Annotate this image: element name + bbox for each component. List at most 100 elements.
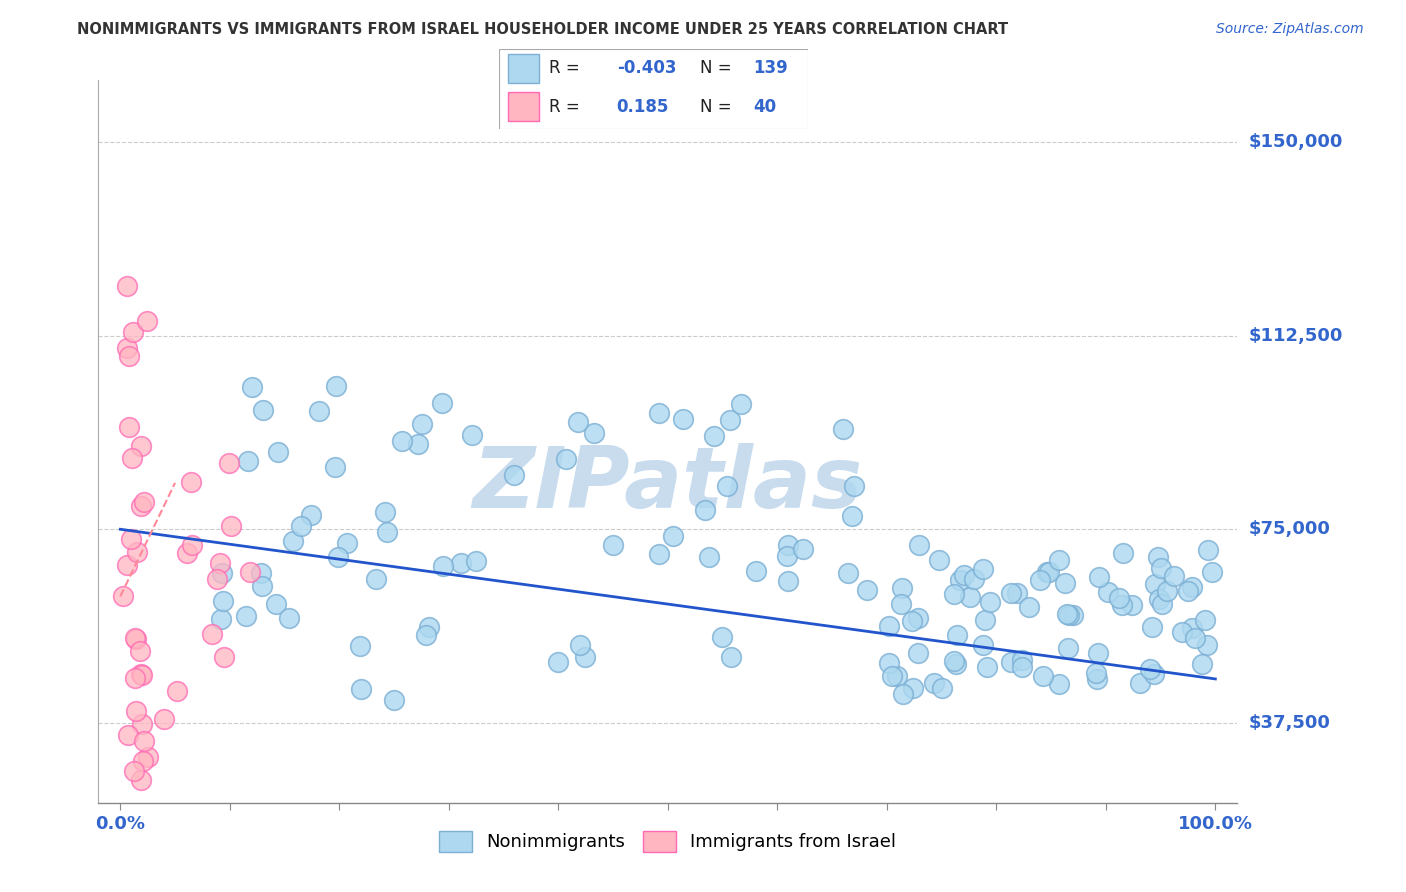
Point bbox=[1057, 641, 1080, 656]
FancyBboxPatch shape bbox=[499, 49, 808, 129]
Point bbox=[907, 539, 929, 553]
Point bbox=[264, 597, 287, 611]
Point bbox=[1181, 581, 1204, 595]
Text: $150,000: $150,000 bbox=[1249, 133, 1343, 152]
Text: R =: R = bbox=[548, 98, 579, 116]
Point bbox=[716, 479, 738, 493]
Point bbox=[1194, 613, 1216, 627]
Point bbox=[1143, 667, 1166, 681]
Point bbox=[1150, 597, 1173, 611]
Point bbox=[411, 417, 433, 432]
Point bbox=[131, 668, 153, 682]
Point bbox=[117, 728, 139, 742]
Point bbox=[131, 716, 153, 731]
Point bbox=[415, 627, 437, 641]
Point bbox=[1057, 608, 1080, 623]
Point bbox=[129, 644, 152, 658]
Point bbox=[1201, 566, 1223, 580]
Point bbox=[461, 427, 484, 442]
Point bbox=[1036, 565, 1059, 579]
Point bbox=[672, 412, 695, 426]
Point bbox=[703, 429, 725, 443]
Point bbox=[1195, 638, 1218, 652]
Point bbox=[945, 657, 967, 671]
Point bbox=[1085, 672, 1108, 686]
Point bbox=[406, 437, 429, 451]
Point bbox=[1062, 607, 1084, 622]
Point bbox=[201, 627, 224, 641]
Point bbox=[547, 655, 569, 669]
Point bbox=[1053, 576, 1076, 591]
Point bbox=[277, 611, 299, 625]
Point bbox=[281, 533, 304, 548]
Point bbox=[877, 619, 900, 633]
Point bbox=[1181, 620, 1204, 634]
Point bbox=[349, 639, 371, 653]
Point bbox=[1087, 570, 1109, 584]
Point bbox=[323, 460, 346, 475]
Text: N =: N = bbox=[700, 98, 731, 116]
Point bbox=[1018, 599, 1040, 614]
Point bbox=[730, 397, 752, 411]
Text: R =: R = bbox=[548, 60, 579, 78]
Point bbox=[236, 454, 259, 468]
Point bbox=[325, 379, 347, 393]
Point bbox=[891, 687, 914, 701]
Point bbox=[122, 764, 145, 778]
Point bbox=[1097, 585, 1119, 599]
Point bbox=[129, 667, 152, 681]
Point bbox=[118, 350, 141, 364]
Point bbox=[661, 529, 683, 543]
Point bbox=[1121, 598, 1143, 612]
Point bbox=[855, 582, 877, 597]
Point bbox=[1108, 591, 1130, 605]
Point bbox=[218, 456, 240, 470]
Point bbox=[375, 524, 398, 539]
Point bbox=[945, 628, 967, 642]
Point bbox=[117, 420, 139, 434]
Point bbox=[953, 567, 976, 582]
Point bbox=[574, 650, 596, 665]
Point bbox=[1111, 598, 1133, 612]
Point bbox=[886, 669, 908, 683]
Point bbox=[1029, 573, 1052, 587]
Point bbox=[976, 660, 998, 674]
Point bbox=[391, 434, 413, 448]
Point bbox=[647, 547, 669, 561]
Point bbox=[267, 444, 290, 458]
Point bbox=[842, 479, 865, 493]
Point bbox=[972, 638, 994, 652]
Point bbox=[1085, 665, 1108, 680]
Point bbox=[776, 538, 799, 552]
Point bbox=[115, 558, 138, 572]
Point bbox=[959, 591, 981, 605]
Point bbox=[901, 681, 924, 695]
Point bbox=[568, 638, 591, 652]
Point bbox=[1147, 592, 1170, 607]
Text: Source: ZipAtlas.com: Source: ZipAtlas.com bbox=[1216, 22, 1364, 37]
Point bbox=[891, 581, 914, 595]
Point bbox=[1087, 646, 1109, 660]
Point bbox=[1000, 586, 1022, 600]
Point bbox=[1191, 657, 1213, 671]
Point bbox=[962, 573, 984, 587]
Point bbox=[131, 772, 153, 787]
Point bbox=[252, 403, 274, 417]
Point bbox=[125, 704, 148, 718]
Point bbox=[364, 572, 387, 586]
Point bbox=[382, 692, 405, 706]
Point bbox=[336, 536, 359, 550]
Point bbox=[942, 654, 965, 668]
Legend: Nonimmigrants, Immigrants from Israel: Nonimmigrants, Immigrants from Israel bbox=[432, 823, 904, 859]
Point bbox=[1163, 569, 1185, 583]
Point bbox=[877, 656, 900, 670]
Point bbox=[122, 325, 145, 339]
Text: N =: N = bbox=[700, 60, 731, 78]
Bar bbox=[509, 54, 540, 83]
Text: -0.403: -0.403 bbox=[617, 60, 676, 78]
Point bbox=[166, 683, 188, 698]
Point bbox=[450, 556, 472, 570]
Point bbox=[219, 519, 242, 533]
Point bbox=[136, 750, 159, 764]
Text: 40: 40 bbox=[752, 98, 776, 116]
